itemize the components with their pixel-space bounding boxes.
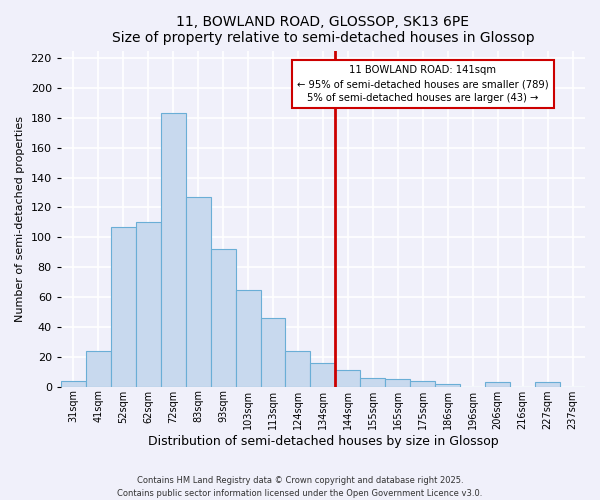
- Bar: [385, 379, 410, 386]
- Title: 11, BOWLAND ROAD, GLOSSOP, SK13 6PE
Size of property relative to semi-detached h: 11, BOWLAND ROAD, GLOSSOP, SK13 6PE Size…: [112, 15, 534, 45]
- Bar: [310, 363, 335, 386]
- Bar: [185, 197, 211, 386]
- Bar: [161, 114, 185, 386]
- Bar: [485, 382, 510, 386]
- Bar: [335, 370, 361, 386]
- Bar: [61, 380, 86, 386]
- X-axis label: Distribution of semi-detached houses by size in Glossop: Distribution of semi-detached houses by …: [148, 434, 498, 448]
- Bar: [211, 249, 236, 386]
- Bar: [361, 378, 385, 386]
- Bar: [286, 351, 310, 386]
- Y-axis label: Number of semi-detached properties: Number of semi-detached properties: [15, 116, 25, 322]
- Bar: [260, 318, 286, 386]
- Bar: [136, 222, 161, 386]
- Text: Contains HM Land Registry data © Crown copyright and database right 2025.
Contai: Contains HM Land Registry data © Crown c…: [118, 476, 482, 498]
- Bar: [86, 351, 111, 386]
- Bar: [236, 290, 260, 386]
- Text: 11 BOWLAND ROAD: 141sqm
← 95% of semi-detached houses are smaller (789)
5% of se: 11 BOWLAND ROAD: 141sqm ← 95% of semi-de…: [297, 66, 548, 104]
- Bar: [111, 227, 136, 386]
- Bar: [410, 380, 435, 386]
- Bar: [535, 382, 560, 386]
- Bar: [435, 384, 460, 386]
